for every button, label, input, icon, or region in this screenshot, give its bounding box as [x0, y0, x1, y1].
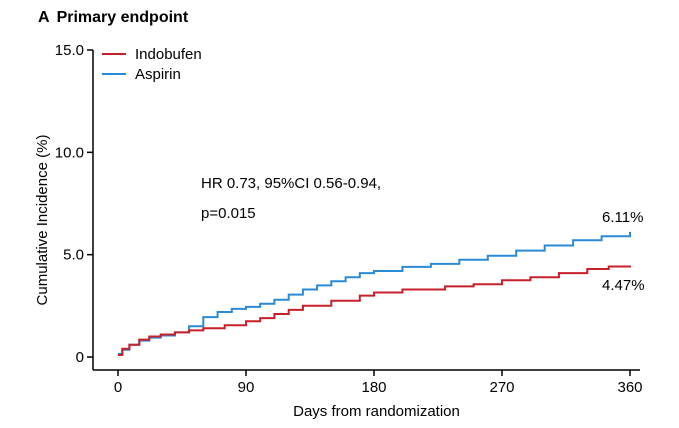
legend-swatch-indobufen [102, 53, 126, 55]
legend-label-aspirin: Aspirin [135, 65, 181, 83]
x-tick-label: 270 [489, 379, 514, 396]
legend: Indobufen Aspirin [102, 44, 202, 84]
legend-item-indobufen: Indobufen [102, 44, 202, 64]
x-tick-label: 0 [114, 379, 122, 396]
legend-label-indobufen: Indobufen [135, 45, 202, 63]
curves [118, 231, 631, 356]
x-axis-label: Days from randomization [293, 403, 460, 420]
legend-swatch-aspirin [102, 73, 126, 75]
x-tick-label: 180 [361, 379, 386, 396]
x-tick-label: 360 [617, 379, 642, 396]
end-label-indobufen: 4.47% [602, 277, 645, 294]
chart-title: Primary endpoint [56, 9, 189, 26]
legend-item-aspirin: Aspirin [102, 64, 202, 84]
axes [87, 49, 640, 376]
p-value-text: p=0.015 [201, 205, 256, 222]
y-axis-label: Cumulative Incidence (%) [34, 135, 51, 306]
y-tick-label: 15.0 [55, 42, 84, 59]
panel-letter: A [38, 9, 50, 26]
x-tick-label: 90 [238, 379, 255, 396]
y-tick-label: 10.0 [55, 144, 84, 161]
panel-heading: A Primary endpoint [38, 9, 188, 27]
hazard-ratio-text: HR 0.73, 95%CI 0.56-0.94, [201, 175, 382, 192]
end-label-aspirin: 6.11% [602, 209, 644, 226]
tick-labels: 0 5.0 10.0 15.0 0 90 180 270 360 [55, 42, 643, 396]
y-tick-label: 5.0 [63, 247, 84, 264]
y-tick-label: 0 [76, 349, 84, 366]
series-line-indobufen [118, 265, 631, 356]
